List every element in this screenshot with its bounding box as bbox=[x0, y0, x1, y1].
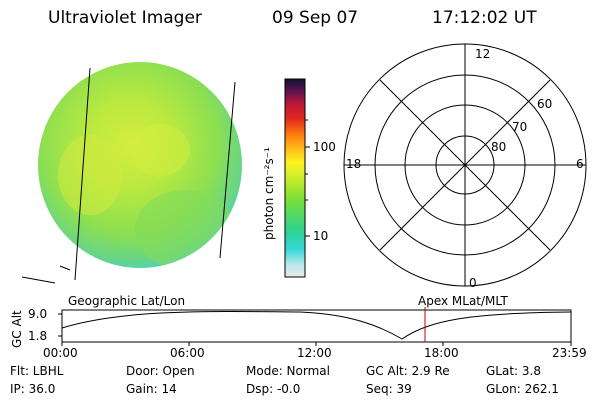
x-tick-0000: 00:00 bbox=[43, 346, 78, 360]
colorbar-tick-100: 100 bbox=[313, 140, 336, 154]
y-tick-9: 9.0 bbox=[28, 307, 48, 321]
status-gc-alt: GC Alt: 2.9 Re bbox=[366, 364, 450, 378]
status-dsp: Dsp: -0.0 bbox=[246, 382, 301, 396]
polar-grid bbox=[343, 43, 587, 287]
colorbar-tick-10: 10 bbox=[313, 229, 329, 243]
lat-label-80: 80 bbox=[491, 140, 507, 154]
date-label: 09 Sep 07 bbox=[272, 8, 359, 28]
colorbar bbox=[284, 78, 310, 278]
x-tick-1800: 18:00 bbox=[424, 346, 459, 360]
lat-label-60: 60 bbox=[537, 97, 553, 111]
status-glon: GLon: 262.1 bbox=[486, 382, 559, 396]
instrument-title: Ultraviolet Imager bbox=[48, 8, 202, 28]
gc-alt-axis-label: GC Alt bbox=[10, 310, 24, 348]
status-door: Door: Open bbox=[126, 364, 195, 378]
mlt-label-0: 0 bbox=[469, 276, 477, 290]
status-seq: Seq: 39 bbox=[366, 382, 412, 396]
lat-label-70: 70 bbox=[512, 120, 528, 134]
mlt-label-12: 12 bbox=[475, 47, 491, 61]
status-filter: Flt: LBHL bbox=[10, 364, 64, 378]
geographic-label: Geographic Lat/Lon bbox=[68, 294, 186, 308]
y-tick-1-8: 1.8 bbox=[28, 329, 48, 343]
x-tick-0600: 06:00 bbox=[170, 346, 205, 360]
status-mode: Mode: Normal bbox=[246, 364, 330, 378]
time-label: 17:12:02 UT bbox=[432, 8, 537, 28]
status-glat: GLat: 3.8 bbox=[486, 364, 541, 378]
apex-label: Apex MLat/MLT bbox=[418, 294, 508, 308]
mlt-label-18: 18 bbox=[346, 157, 362, 171]
mlt-label-6: 6 bbox=[576, 157, 584, 171]
status-ip: IP: 36.0 bbox=[10, 382, 56, 396]
status-gain: Gain: 14 bbox=[126, 382, 177, 396]
x-tick-2359: 23:59 bbox=[552, 346, 587, 360]
auroral-image-disk bbox=[21, 62, 242, 284]
x-tick-1200: 12:00 bbox=[297, 346, 332, 360]
altitude-timeline bbox=[58, 307, 572, 346]
colorbar-unit-label: photon cm⁻²s⁻¹ bbox=[262, 147, 276, 240]
